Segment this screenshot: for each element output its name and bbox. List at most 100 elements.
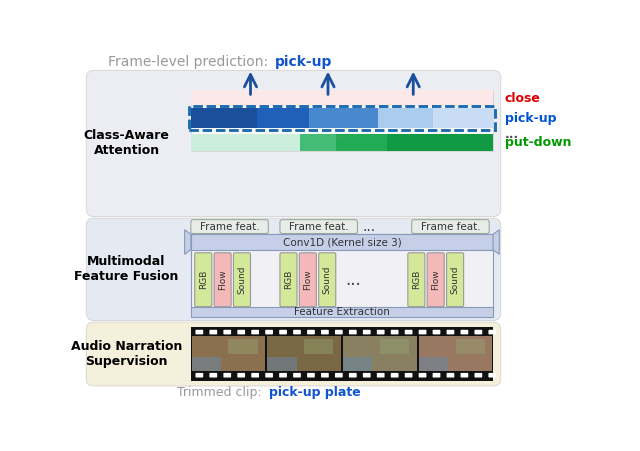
Bar bbox=[191, 108, 257, 128]
Bar bbox=[257, 108, 308, 128]
FancyBboxPatch shape bbox=[349, 373, 356, 377]
FancyBboxPatch shape bbox=[447, 330, 454, 334]
Bar bbox=[191, 357, 221, 371]
Text: Frame-level prediction:: Frame-level prediction: bbox=[108, 55, 272, 69]
Bar bbox=[191, 327, 493, 381]
Bar bbox=[378, 108, 433, 128]
FancyBboxPatch shape bbox=[404, 330, 412, 334]
Bar bbox=[265, 336, 268, 371]
FancyBboxPatch shape bbox=[234, 253, 250, 307]
FancyBboxPatch shape bbox=[86, 218, 501, 321]
Bar bbox=[191, 134, 300, 151]
FancyBboxPatch shape bbox=[307, 373, 315, 377]
FancyBboxPatch shape bbox=[279, 330, 287, 334]
FancyBboxPatch shape bbox=[279, 373, 287, 377]
Text: ...: ... bbox=[336, 128, 348, 141]
Bar bbox=[228, 340, 258, 354]
FancyBboxPatch shape bbox=[404, 373, 412, 377]
FancyBboxPatch shape bbox=[86, 322, 501, 386]
FancyBboxPatch shape bbox=[237, 373, 245, 377]
Bar bbox=[268, 336, 340, 371]
Bar bbox=[191, 307, 493, 318]
Bar bbox=[191, 90, 493, 106]
FancyBboxPatch shape bbox=[447, 253, 463, 307]
FancyBboxPatch shape bbox=[252, 373, 259, 377]
FancyBboxPatch shape bbox=[265, 373, 273, 377]
FancyBboxPatch shape bbox=[377, 330, 385, 334]
Bar bbox=[300, 134, 336, 151]
FancyBboxPatch shape bbox=[319, 253, 336, 307]
FancyBboxPatch shape bbox=[335, 373, 343, 377]
Bar bbox=[340, 336, 343, 371]
Polygon shape bbox=[493, 230, 499, 254]
Text: ...: ... bbox=[346, 271, 362, 289]
FancyBboxPatch shape bbox=[321, 330, 329, 334]
FancyBboxPatch shape bbox=[349, 330, 356, 334]
Text: Flow: Flow bbox=[431, 269, 440, 290]
FancyBboxPatch shape bbox=[419, 373, 426, 377]
FancyBboxPatch shape bbox=[412, 220, 489, 234]
FancyBboxPatch shape bbox=[223, 373, 231, 377]
Text: put-down: put-down bbox=[505, 136, 572, 149]
Bar bbox=[191, 108, 257, 128]
FancyBboxPatch shape bbox=[461, 373, 468, 377]
Bar bbox=[417, 336, 419, 371]
Text: ...: ... bbox=[362, 220, 376, 234]
FancyBboxPatch shape bbox=[433, 330, 440, 334]
Text: Flow: Flow bbox=[218, 269, 227, 290]
Bar bbox=[433, 108, 493, 128]
Text: Frame feat.: Frame feat. bbox=[200, 221, 259, 232]
FancyBboxPatch shape bbox=[428, 253, 444, 307]
Bar bbox=[257, 108, 308, 128]
Text: Multimodal
Feature Fusion: Multimodal Feature Fusion bbox=[74, 255, 179, 283]
FancyBboxPatch shape bbox=[265, 330, 273, 334]
Text: Sound: Sound bbox=[237, 266, 246, 294]
Bar bbox=[304, 340, 333, 354]
FancyBboxPatch shape bbox=[321, 373, 329, 377]
FancyBboxPatch shape bbox=[419, 330, 426, 334]
Bar bbox=[419, 357, 448, 371]
FancyBboxPatch shape bbox=[293, 373, 301, 377]
Bar bbox=[300, 134, 336, 151]
Bar bbox=[433, 108, 493, 128]
Bar bbox=[336, 134, 387, 151]
FancyBboxPatch shape bbox=[252, 330, 259, 334]
Text: Class-Aware
Attention: Class-Aware Attention bbox=[84, 129, 170, 157]
Bar bbox=[308, 108, 378, 128]
Polygon shape bbox=[184, 230, 191, 254]
Text: Feature Extraction: Feature Extraction bbox=[294, 307, 390, 317]
FancyBboxPatch shape bbox=[195, 253, 212, 307]
FancyBboxPatch shape bbox=[408, 253, 425, 307]
FancyBboxPatch shape bbox=[214, 253, 231, 307]
FancyBboxPatch shape bbox=[363, 373, 371, 377]
Bar bbox=[308, 108, 378, 128]
Text: RGB: RGB bbox=[284, 270, 293, 290]
FancyBboxPatch shape bbox=[488, 330, 496, 334]
FancyBboxPatch shape bbox=[280, 253, 297, 307]
FancyBboxPatch shape bbox=[195, 373, 204, 377]
FancyBboxPatch shape bbox=[191, 220, 268, 234]
FancyBboxPatch shape bbox=[307, 330, 315, 334]
FancyBboxPatch shape bbox=[223, 330, 231, 334]
Text: Audio Narration
Supervision: Audio Narration Supervision bbox=[71, 340, 182, 368]
FancyBboxPatch shape bbox=[363, 330, 371, 334]
Text: Sound: Sound bbox=[451, 266, 460, 294]
Text: pick-up: pick-up bbox=[505, 111, 556, 124]
Bar bbox=[387, 134, 493, 151]
FancyBboxPatch shape bbox=[474, 330, 482, 334]
Text: ...: ... bbox=[505, 128, 519, 141]
FancyBboxPatch shape bbox=[474, 373, 482, 377]
Text: Frame feat.: Frame feat. bbox=[420, 221, 480, 232]
Bar bbox=[336, 134, 387, 151]
Bar bbox=[343, 336, 417, 371]
Text: close: close bbox=[505, 92, 541, 105]
Bar bbox=[191, 336, 265, 371]
FancyBboxPatch shape bbox=[377, 373, 385, 377]
Bar bbox=[419, 336, 492, 371]
FancyBboxPatch shape bbox=[461, 330, 468, 334]
Text: RGB: RGB bbox=[199, 270, 208, 290]
FancyBboxPatch shape bbox=[86, 70, 501, 216]
Text: Trimmed clip:: Trimmed clip: bbox=[177, 386, 266, 399]
Bar bbox=[191, 90, 493, 106]
FancyBboxPatch shape bbox=[293, 330, 301, 334]
